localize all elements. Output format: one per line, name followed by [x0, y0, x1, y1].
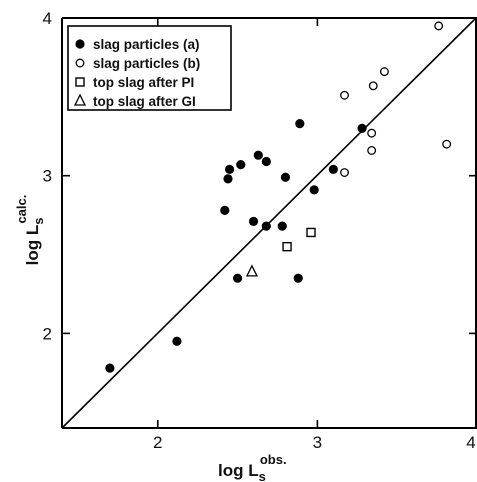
- data-point-series-1: [248, 216, 259, 227]
- legend-marker-4: [73, 93, 87, 106]
- data-point-series-1: [223, 174, 233, 184]
- data-point-series-2: [340, 168, 349, 177]
- y-axis-title-sup: calc.: [14, 195, 29, 224]
- legend: slag particles (a) slag particles (b) top …: [67, 25, 232, 111]
- y-axis-title-sub: s: [31, 218, 46, 225]
- legend-box: [67, 25, 232, 111]
- data-point-series-2: [367, 146, 377, 155]
- data-point-series-1: [236, 160, 246, 170]
- data-points: [105, 21, 452, 373]
- legend-label-3: top slag after PI: [93, 75, 194, 90]
- x-axis-title-main: log L: [218, 461, 259, 480]
- data-point-series-2: [340, 90, 349, 100]
- data-point-series-1: [261, 221, 271, 231]
- data-point-series-1: [261, 156, 271, 167]
- x-axis-title-sub: s: [259, 469, 266, 482]
- y-tick-label: 4: [43, 9, 52, 28]
- data-point-series-1: [220, 205, 230, 215]
- y-tick-label: 2: [43, 324, 52, 343]
- legend-marker-1: [75, 39, 85, 49]
- x-tick-label: 4: [466, 433, 475, 452]
- data-point-series-1: [280, 172, 291, 182]
- data-point-series-2: [367, 128, 377, 138]
- data-point-series-4: [245, 264, 258, 277]
- legend-items: slag particles (a) slag particles (b) top …: [73, 37, 200, 109]
- x-tick-label: 2: [153, 433, 162, 452]
- tick-labels: 2 3 4 2 3 4: [43, 9, 476, 452]
- legend-marker-3: [75, 77, 85, 87]
- data-point-series-1: [328, 164, 338, 174]
- y-axis-title: log Lscalc.: [14, 195, 46, 266]
- data-point-series-2: [368, 81, 378, 91]
- data-point-series-1: [232, 273, 243, 283]
- data-point-series-1: [277, 221, 287, 231]
- legend-label-2: slag particles (b): [93, 56, 200, 71]
- legend-marker-2: [75, 58, 85, 68]
- data-point-series-1: [105, 363, 115, 373]
- plot-frame: [61, 17, 477, 429]
- data-point-series-1: [253, 150, 263, 160]
- y-tick-label: 3: [43, 167, 52, 186]
- data-point-series-2: [434, 21, 444, 31]
- legend-label-4: top slag after GI: [93, 94, 196, 109]
- legend-label-1: slag particles (a): [93, 37, 200, 52]
- data-point-series-1: [295, 119, 305, 129]
- data-point-series-1: [309, 185, 319, 195]
- axis-ticks: [62, 18, 477, 428]
- data-point-series-1: [357, 123, 367, 133]
- data-point-series-2: [442, 139, 452, 149]
- data-point-series-3: [306, 227, 316, 238]
- x-axis-title-sup: obs.: [260, 452, 287, 467]
- data-point-series-1: [224, 164, 235, 174]
- data-point-series-2: [379, 67, 389, 77]
- x-tick-label: 3: [313, 433, 322, 452]
- y-axis-title-main: log L: [23, 225, 42, 266]
- data-point-series-1: [172, 336, 182, 346]
- data-point-series-3: [282, 241, 292, 252]
- x-axis-title: log Ls obs.: [218, 452, 287, 482]
- data-point-series-1: [293, 273, 303, 283]
